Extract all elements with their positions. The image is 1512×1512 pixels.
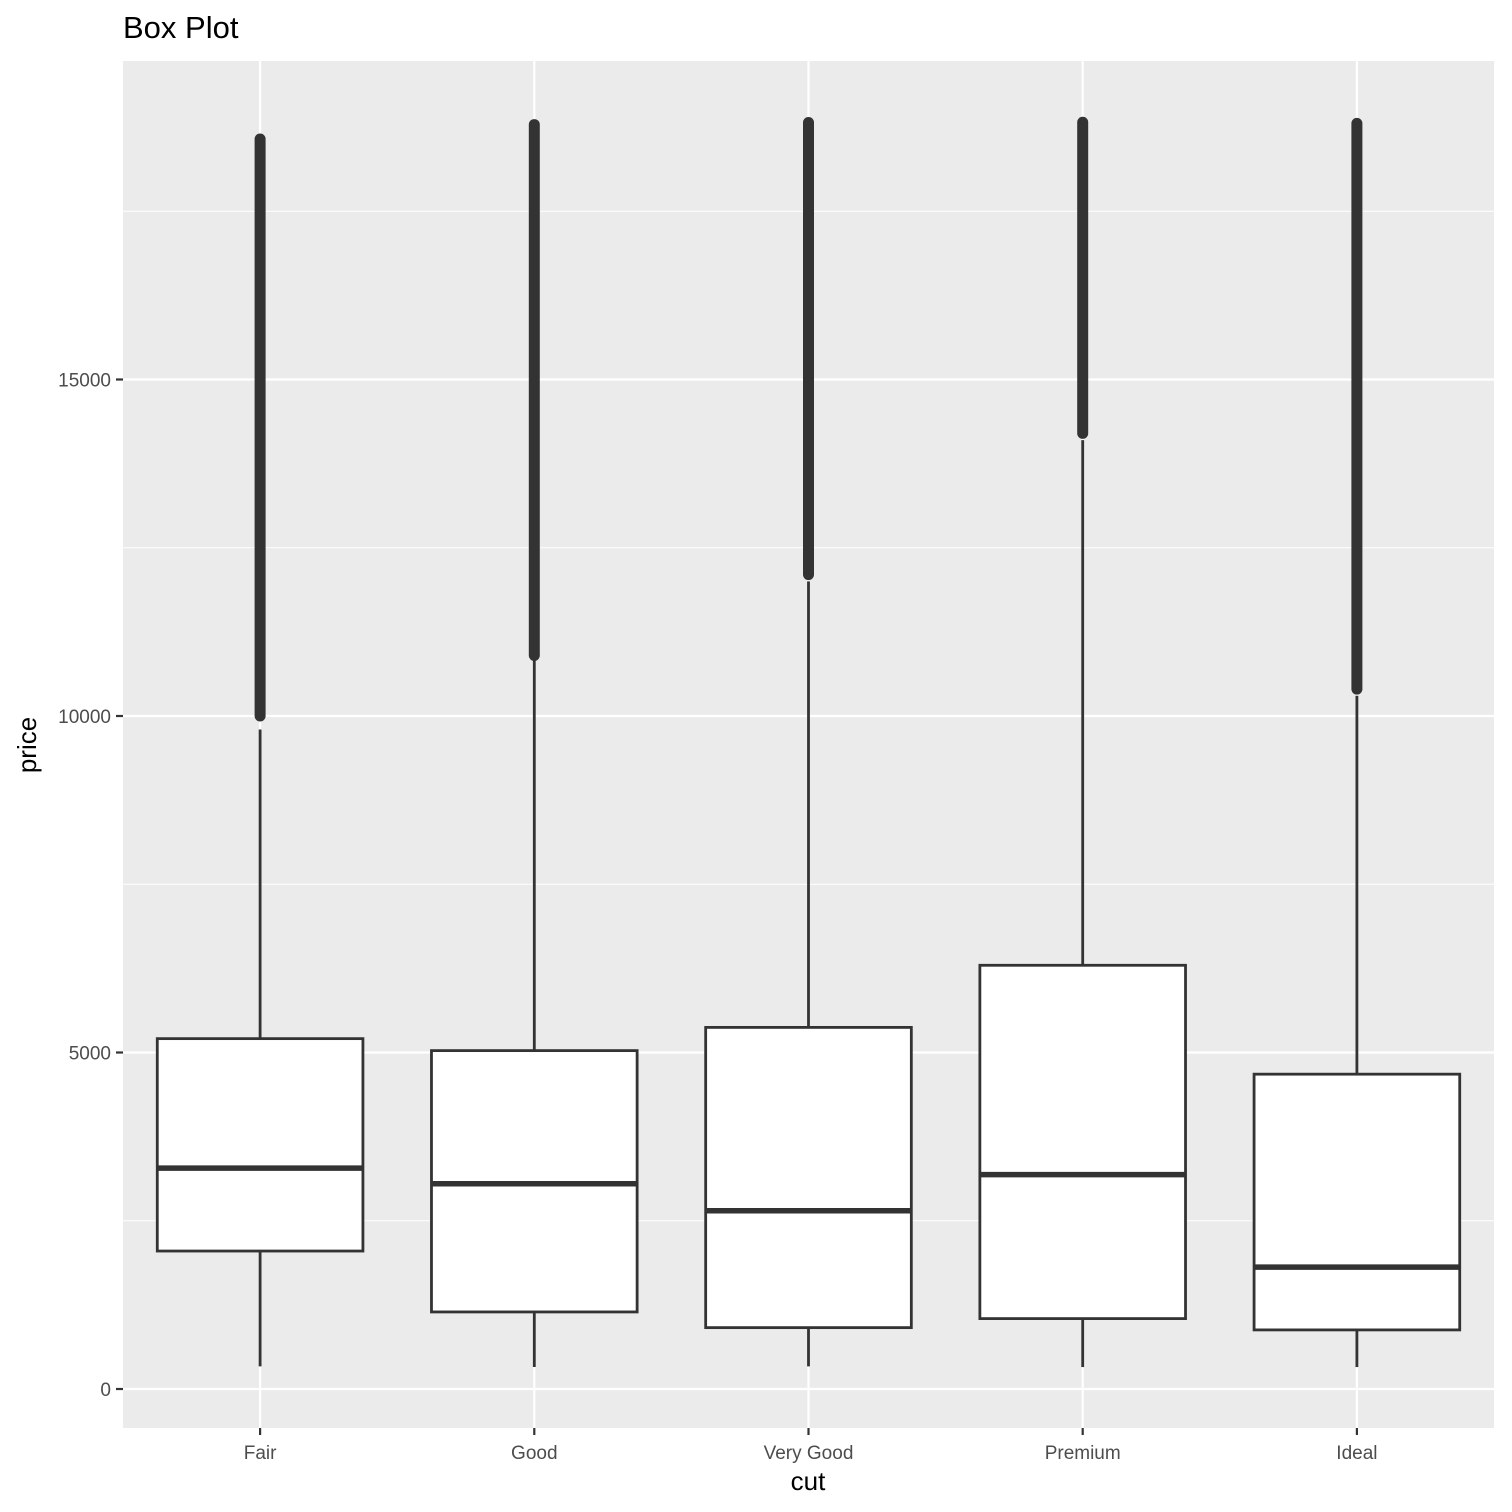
box-very-good	[704, 117, 913, 1367]
y-tick-label: 5000	[69, 1044, 111, 1065]
y-axis-title: price	[12, 717, 42, 773]
box-premium	[978, 116, 1187, 1368]
box-good	[430, 119, 639, 1367]
y-tick-label: 15000	[58, 371, 111, 392]
box-iqr	[1252, 1072, 1462, 1332]
box-iqr	[155, 1037, 365, 1253]
box-series	[155, 116, 1462, 1368]
x-tick-label: Premium	[1045, 1443, 1121, 1464]
x-tick-label: Fair	[244, 1443, 277, 1464]
box-fair	[155, 133, 365, 1367]
y-tick-label: 0	[100, 1380, 111, 1401]
box-iqr	[978, 963, 1187, 1321]
y-tick-label: 10000	[58, 707, 111, 728]
x-tick-label: Very Good	[764, 1443, 854, 1464]
chart-title: Box Plot	[123, 10, 239, 45]
x-tick-label: Good	[511, 1443, 557, 1464]
x-tick-label: Ideal	[1336, 1443, 1377, 1464]
box-ideal	[1252, 117, 1462, 1368]
x-axis-title: cut	[791, 1466, 826, 1496]
x-axis: Fair Good Very Good Premium Ideal	[244, 1428, 1378, 1464]
box-iqr	[704, 1025, 913, 1330]
y-axis: 0 5000 10000 15000	[58, 371, 123, 1401]
